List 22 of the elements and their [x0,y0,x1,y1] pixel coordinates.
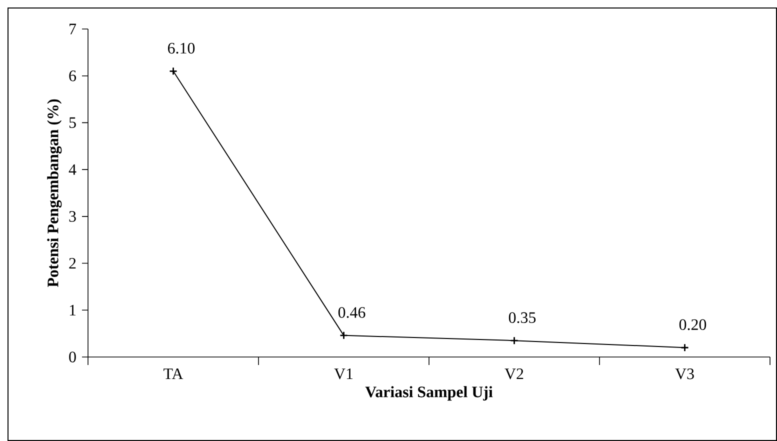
y-tick-label: 2 [69,258,76,269]
x-tick-label: V3 [675,368,694,380]
y-tick-label: 4 [68,164,76,175]
y-tick-label: 0 [69,352,76,362]
x-tick-label: TA [164,368,184,380]
text: 0.20 [679,319,706,330]
y-tick-label: 3 [69,211,76,222]
point [510,336,518,345]
point [169,66,178,76]
x-axis-title: Variasi Sampel Uji [365,386,493,401]
y-axis-title: Potensi Pengembangan (%) [47,99,62,288]
y-tick-label: 1 [70,304,76,316]
x-tick-label: V1 [334,368,353,380]
point [340,331,348,340]
y-tick-label: 7 [70,24,76,34]
text: 0.46 [338,307,366,318]
x-tick-label: V2 [504,368,524,380]
text: 0.35 [508,312,536,324]
y-tick-label: 6 [69,70,76,82]
y-tick-label: 5 [69,117,76,128]
point [680,343,689,352]
text: 6.10 [168,42,195,54]
